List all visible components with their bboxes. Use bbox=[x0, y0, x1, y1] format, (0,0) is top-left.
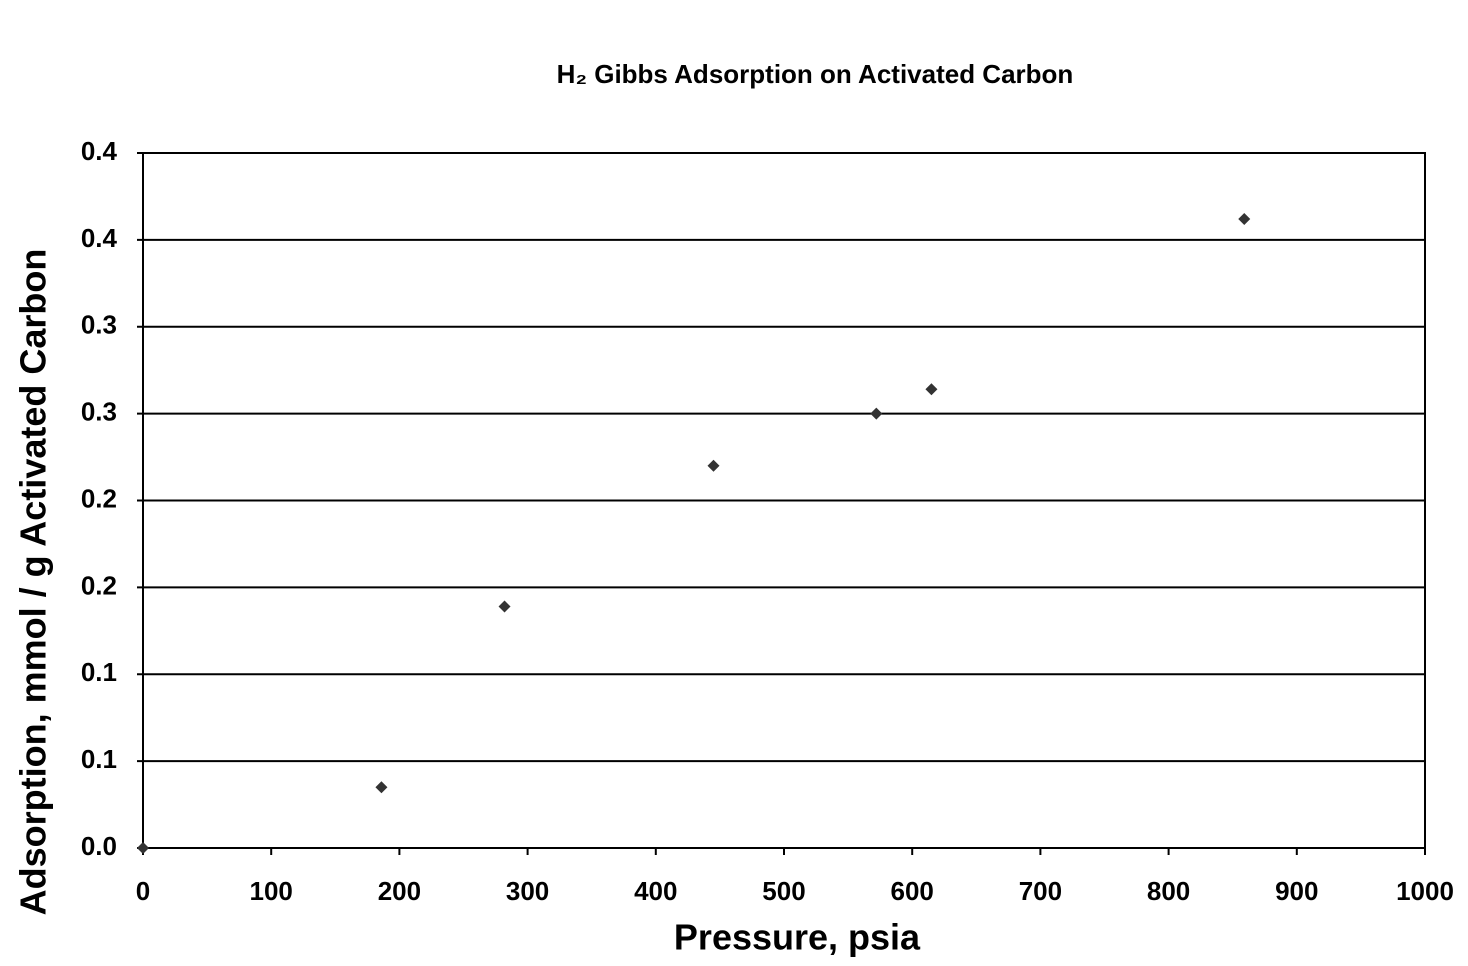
y-tick-label: 0.4 bbox=[81, 223, 118, 253]
x-tick-label: 400 bbox=[634, 876, 677, 906]
x-tick-label: 600 bbox=[891, 876, 934, 906]
x-axis-label: Pressure, psia bbox=[674, 917, 921, 958]
y-tick-label: 0.2 bbox=[81, 570, 117, 600]
x-tick-label: 200 bbox=[378, 876, 421, 906]
data-point bbox=[375, 781, 388, 794]
x-tick-label: 700 bbox=[1019, 876, 1062, 906]
x-tick-label: 0 bbox=[136, 876, 150, 906]
x-tick-label: 500 bbox=[762, 876, 805, 906]
data-point bbox=[498, 600, 511, 613]
y-axis-label: Adsorption, mmol / g Activated Carbon bbox=[13, 249, 54, 916]
y-tick-label: 0.1 bbox=[81, 657, 117, 687]
data-point bbox=[707, 459, 720, 472]
x-tick-label: 100 bbox=[250, 876, 293, 906]
y-tick-label: 0.1 bbox=[81, 744, 117, 774]
y-tick-label: 0.3 bbox=[81, 310, 117, 340]
data-point bbox=[1238, 213, 1251, 226]
x-tick-label: 300 bbox=[506, 876, 549, 906]
data-point bbox=[925, 383, 938, 396]
y-tick-label: 0.0 bbox=[81, 831, 117, 861]
data-point bbox=[870, 407, 883, 420]
data-point bbox=[137, 842, 149, 854]
y-tick-label: 0.2 bbox=[81, 483, 117, 513]
y-tick-label: 0.4 bbox=[81, 136, 118, 166]
x-tick-label: 800 bbox=[1147, 876, 1190, 906]
x-tick-label: 1000 bbox=[1396, 876, 1454, 906]
chart-title: H₂ Gibbs Adsorption on Activated Carbon bbox=[557, 59, 1074, 89]
x-tick-label: 900 bbox=[1275, 876, 1318, 906]
y-tick-label: 0.3 bbox=[81, 397, 117, 427]
